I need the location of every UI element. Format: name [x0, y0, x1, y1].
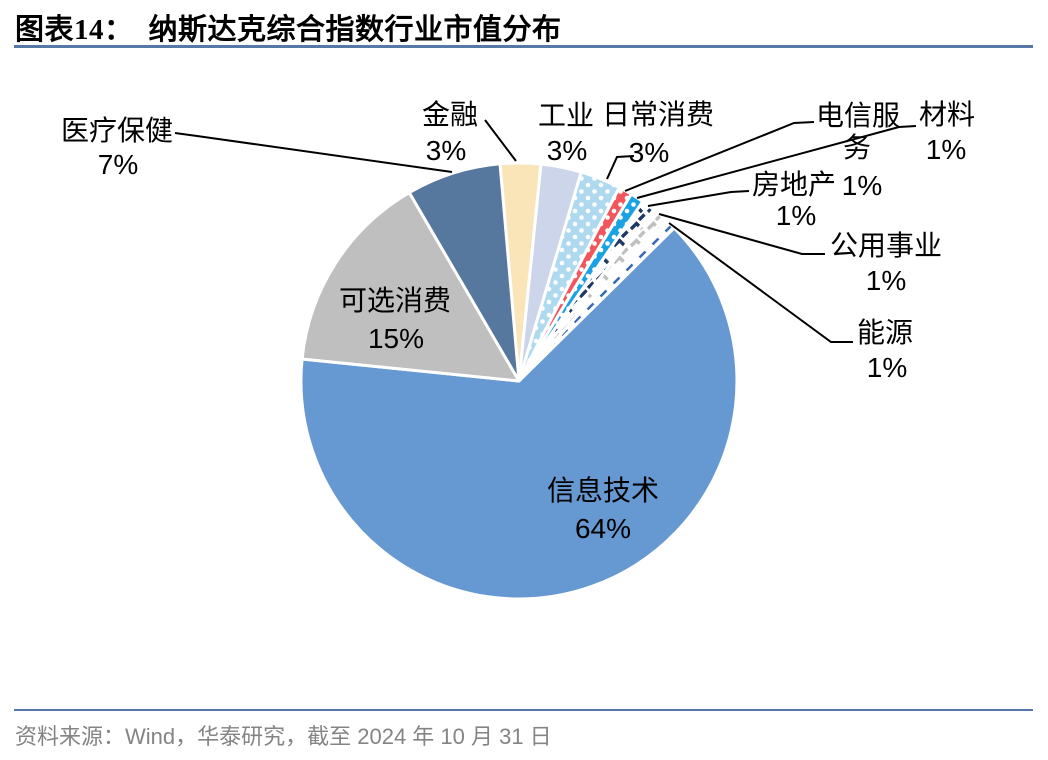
leader-line-telecom-services	[624, 121, 815, 192]
pie-label-telecom-services: 1%	[841, 170, 883, 201]
pie-label-healthcare: 医疗保健	[60, 115, 174, 146]
pie-label-utilities: 公用事业	[829, 230, 943, 261]
pie-label-healthcare: 7%	[97, 149, 139, 180]
pie-label-energy: 1%	[866, 352, 908, 383]
pie-label-materials: 1%	[925, 134, 967, 165]
pie-label-industrials: 工业	[537, 100, 595, 131]
leader-line-consumer-staples	[606, 155, 635, 180]
leader-line-real-estate	[647, 190, 750, 207]
pie-label-financials: 3%	[425, 135, 467, 166]
leader-line-financials	[484, 119, 517, 162]
pie-label-materials: 材料	[918, 99, 976, 130]
title-divider	[14, 45, 1033, 48]
pie-label-consumer-staples: 日常消费	[601, 99, 715, 130]
footer-divider	[14, 709, 1033, 711]
leader-line-utilities	[658, 213, 825, 255]
pie-label-energy: 能源	[856, 317, 914, 348]
pie-label-telecom-services: 电信服	[815, 100, 901, 131]
leader-line-healthcare	[174, 132, 453, 173]
pie-label-consumer-discretionary: 15%	[367, 323, 425, 354]
pie-label-real-estate: 1%	[775, 200, 817, 231]
pie-label-information-technology: 信息技术	[546, 475, 660, 506]
pie-label-consumer-staples: 3%	[628, 137, 670, 168]
pie-label-information-technology: 64%	[574, 513, 632, 544]
leader-line-energy	[668, 222, 853, 343]
leader-line-materials	[636, 125, 917, 199]
pie-label-real-estate: 房地产	[751, 169, 837, 200]
pie-slice-consumer-discretionary	[300, 191, 521, 383]
pie-label-financials: 金融	[421, 99, 479, 130]
pie-label-consumer-discretionary: 可选消费	[338, 285, 452, 316]
pie-slice-healthcare	[407, 162, 521, 383]
figure-title: 图表14： 纳斯达克综合指数行业市值分布	[15, 14, 562, 46]
source-note: 资料来源：Wind，华泰研究，截至 2024 年 10 月 31 日	[15, 724, 552, 749]
pie-label-industrials: 3%	[546, 135, 588, 166]
pie-label-telecom-services: 务	[842, 132, 872, 163]
pie-slice-information-technology	[299, 226, 739, 601]
pie-label-utilities: 1%	[865, 265, 907, 296]
